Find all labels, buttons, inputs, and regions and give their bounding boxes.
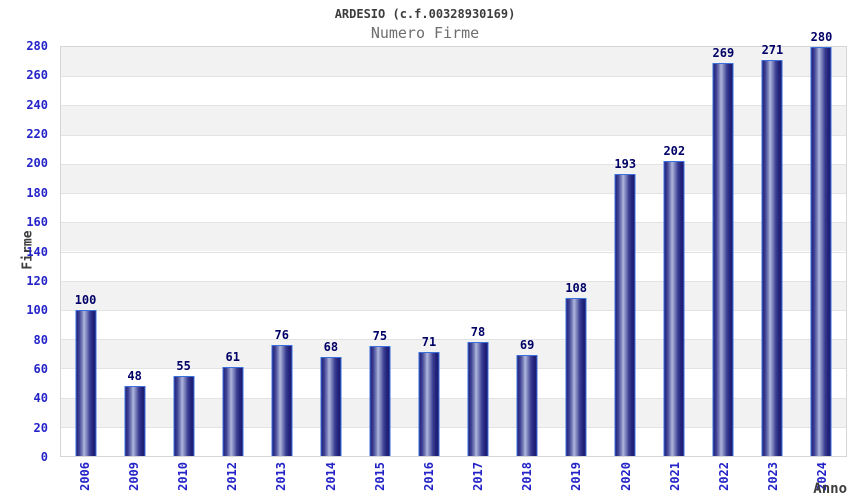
bar-value-label: 48 xyxy=(127,368,142,383)
x-tick-label: 2019 xyxy=(569,462,584,491)
bar-value-label: 271 xyxy=(761,43,784,58)
y-tick-label: 180 xyxy=(26,185,48,200)
bar xyxy=(173,375,195,456)
y-tick-label: 80 xyxy=(33,332,48,347)
gridline xyxy=(61,368,846,370)
gridline xyxy=(61,134,846,136)
bar xyxy=(124,385,146,456)
bar xyxy=(614,174,636,456)
x-tick-label: 2014 xyxy=(323,462,338,491)
bar xyxy=(712,63,734,456)
bar xyxy=(761,60,783,456)
gridline xyxy=(61,193,846,195)
y-tick-label: 220 xyxy=(26,127,48,142)
bar-value-label: 68 xyxy=(323,339,339,354)
bar xyxy=(271,345,293,456)
bar xyxy=(516,355,538,456)
chart-title: ARDESIO (c.f.00328930169) xyxy=(334,7,516,21)
gridline xyxy=(61,309,846,311)
bar xyxy=(418,352,440,456)
gridline xyxy=(61,280,846,282)
y-tick-label: 240 xyxy=(26,97,48,112)
y-tick-label: 100 xyxy=(26,303,48,318)
bar-value-label: 108 xyxy=(565,281,587,296)
gridline xyxy=(61,222,846,224)
bar-value-label: 193 xyxy=(614,157,637,172)
y-tick-label: 260 xyxy=(26,68,48,83)
bar xyxy=(369,346,391,456)
x-tick-label: 2006 xyxy=(77,462,92,491)
bar xyxy=(467,342,489,456)
plot-area: 100 48 55 61 76 68 75 71 78 69 108 193 202 269 271 280 xyxy=(60,30,847,457)
bar-value-label: 280 xyxy=(810,30,833,44)
y-tick-label: 40 xyxy=(33,391,48,406)
x-tick-label: 2021 xyxy=(667,462,682,491)
bar-value-label: 71 xyxy=(421,335,437,350)
x-tick-label: 2009 xyxy=(126,462,141,491)
gridline xyxy=(61,76,846,78)
x-axis-tick-labels: 2006 2009 2010 2012 2013 2014 2015 2016 2017 2018… xyxy=(60,458,847,500)
bar-value-label: 78 xyxy=(470,325,486,340)
y-tick-label: 200 xyxy=(26,156,48,171)
x-tick-label: 2022 xyxy=(717,462,732,491)
bar-value-label: 100 xyxy=(74,292,97,307)
x-tick-label: 2018 xyxy=(520,462,535,491)
x-tick-label: 2015 xyxy=(372,462,387,491)
x-tick-label: 2023 xyxy=(766,462,781,491)
bar-value-label: 61 xyxy=(225,349,240,364)
bar-value-label: 75 xyxy=(372,329,388,344)
y-axis-tick-labels: 0 20 40 60 80 100 120 140 160 180 200 220 240 260 280 xyxy=(0,39,48,464)
bar xyxy=(663,160,685,456)
gridline xyxy=(61,426,846,428)
y-tick-label: 160 xyxy=(26,215,48,230)
gridline xyxy=(61,339,846,341)
bar-value-label: 69 xyxy=(519,338,535,353)
y-tick-label: 20 xyxy=(33,420,48,435)
bar-value-label: 269 xyxy=(712,46,735,61)
bar xyxy=(320,356,342,456)
y-tick-label: 60 xyxy=(33,361,48,376)
x-tick-label: 2020 xyxy=(618,462,633,491)
x-tick-label: 2016 xyxy=(421,462,436,491)
x-axis-title: Anno xyxy=(813,481,847,497)
bar xyxy=(222,366,244,456)
bar xyxy=(75,309,97,456)
bar-value-label: 55 xyxy=(176,358,191,373)
x-tick-label: 2012 xyxy=(225,462,240,491)
y-tick-label: 140 xyxy=(26,244,48,259)
gridline xyxy=(61,105,846,107)
bar xyxy=(810,47,832,456)
x-tick-label: 2017 xyxy=(471,462,486,491)
y-tick-label: 120 xyxy=(26,273,48,288)
chart-subtitle: Numero Firme xyxy=(370,24,480,42)
bar-value-label: 76 xyxy=(274,328,290,342)
bar xyxy=(565,298,587,456)
x-tick-label: 2010 xyxy=(175,462,190,491)
gridline xyxy=(61,251,846,253)
x-tick-label: 2013 xyxy=(274,462,289,491)
y-tick-label: 0 xyxy=(40,450,48,464)
y-tick-label: 280 xyxy=(26,39,48,53)
bar-value-label: 202 xyxy=(663,143,686,158)
gridline xyxy=(61,163,846,165)
gridline xyxy=(61,397,846,399)
